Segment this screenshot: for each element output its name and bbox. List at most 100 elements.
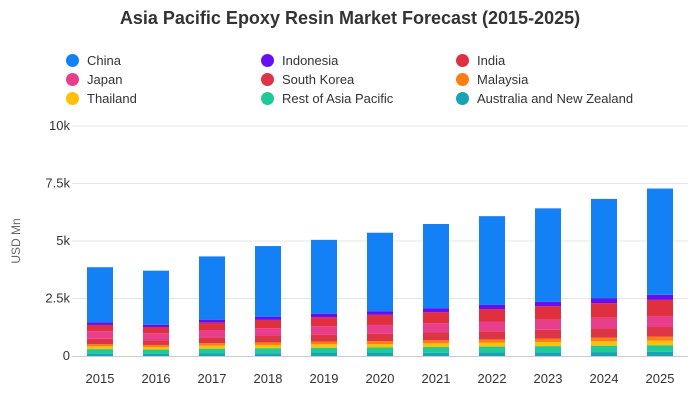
bar-segment-japan[interactable] [647,315,673,328]
bar-segment-china[interactable] [143,270,169,325]
bar-segment-thailand[interactable] [479,342,505,347]
legend-item-rest-of-asia-pacific[interactable]: Rest of Asia Pacific [261,89,456,108]
bar-segment-india[interactable] [87,324,113,332]
bar-segment-thailand[interactable] [87,346,113,350]
bar-segment-south-korea[interactable] [255,335,281,343]
bar-segment-indonesia[interactable] [311,313,337,318]
bar-segment-south-korea[interactable] [535,329,561,339]
bar-stack-2023[interactable] [535,208,561,356]
bar-stack-2019[interactable] [311,239,337,356]
bar-segment-india[interactable] [255,319,281,329]
bar-stack-2025[interactable] [647,188,673,356]
bar-stack-2016[interactable] [143,270,169,356]
legend-item-indonesia[interactable]: Indonesia [261,51,456,70]
bar-segment-rest-of-asia-pacific[interactable] [591,345,617,353]
bar-segment-india[interactable] [535,306,561,320]
bar-segment-thailand[interactable] [423,343,449,348]
bar-segment-australia-and-new-zealand[interactable] [479,352,505,356]
bar-stack-2024[interactable] [591,198,617,356]
bar-segment-rest-of-asia-pacific[interactable] [311,347,337,354]
bar-segment-thailand[interactable] [647,340,673,346]
bar-segment-india[interactable] [311,317,337,327]
bar-segment-japan[interactable] [87,331,113,339]
bar-segment-india[interactable] [199,322,225,331]
bar-segment-south-korea[interactable] [423,332,449,341]
legend-item-south-korea[interactable]: South Korea [261,70,456,89]
bar-segment-indonesia[interactable] [199,319,225,323]
bar-segment-japan[interactable] [199,330,225,338]
bar-segment-australia-and-new-zealand[interactable] [255,353,281,356]
bar-segment-south-korea[interactable] [87,338,113,345]
bar-segment-thailand[interactable] [199,345,225,349]
bar-segment-indonesia[interactable] [647,294,673,300]
bar-segment-australia-and-new-zealand[interactable] [367,353,393,356]
bar-segment-indonesia[interactable] [535,301,561,307]
bar-segment-south-korea[interactable] [647,327,673,337]
bar-stack-2022[interactable] [479,216,505,356]
bar-segment-rest-of-asia-pacific[interactable] [199,348,225,354]
bar-segment-china[interactable] [255,246,281,317]
bar-segment-thailand[interactable] [591,341,617,346]
bar-segment-australia-and-new-zealand[interactable] [535,352,561,356]
bar-segment-malaysia[interactable] [199,343,225,346]
bar-stack-2015[interactable] [87,267,113,356]
bar-segment-south-korea[interactable] [199,337,225,344]
bar-segment-malaysia[interactable] [591,337,617,342]
bar-segment-china[interactable] [367,232,393,312]
bar-segment-rest-of-asia-pacific[interactable] [367,347,393,354]
bar-segment-indonesia[interactable] [479,304,505,310]
bar-segment-japan[interactable] [535,319,561,330]
bar-stack-2020[interactable] [367,232,393,356]
bar-segment-china[interactable] [311,239,337,314]
bar-segment-south-korea[interactable] [143,340,169,345]
bar-segment-rest-of-asia-pacific[interactable] [143,349,169,354]
bar-segment-japan[interactable] [591,317,617,329]
bar-segment-indonesia[interactable] [255,316,281,320]
bar-segment-south-korea[interactable] [367,333,393,342]
bar-segment-malaysia[interactable] [367,341,393,345]
bar-segment-malaysia[interactable] [535,338,561,342]
bar-segment-australia-and-new-zealand[interactable] [423,352,449,356]
bar-segment-india[interactable] [423,312,449,324]
bar-segment-south-korea[interactable] [591,328,617,338]
bar-segment-malaysia[interactable] [255,342,281,345]
bar-segment-malaysia[interactable] [423,340,449,344]
bar-segment-rest-of-asia-pacific[interactable] [87,349,113,354]
legend-item-india[interactable]: India [456,51,676,70]
bar-segment-thailand[interactable] [535,341,561,347]
legend-item-thailand[interactable]: Thailand [66,89,261,108]
legend-item-malaysia[interactable]: Malaysia [456,70,676,89]
bar-segment-thailand[interactable] [255,344,281,349]
bar-segment-japan[interactable] [423,323,449,333]
bar-segment-rest-of-asia-pacific[interactable] [255,348,281,354]
legend-item-japan[interactable]: Japan [66,70,261,89]
bar-segment-indonesia[interactable] [423,308,449,313]
bar-segment-south-korea[interactable] [311,334,337,342]
bar-segment-india[interactable] [367,314,393,325]
bar-stack-2017[interactable] [199,256,225,356]
bar-segment-rest-of-asia-pacific[interactable] [535,346,561,353]
bar-segment-china[interactable] [535,208,561,302]
bar-segment-australia-and-new-zealand[interactable] [591,352,617,356]
legend-item-china[interactable]: China [66,51,261,70]
bar-segment-malaysia[interactable] [479,339,505,343]
bar-segment-china[interactable] [423,223,449,309]
bar-segment-india[interactable] [143,327,169,334]
bar-stack-2021[interactable] [423,223,449,356]
bar-segment-japan[interactable] [255,328,281,336]
bar-segment-japan[interactable] [367,324,393,334]
bar-segment-china[interactable] [591,198,617,299]
bar-segment-south-korea[interactable] [479,331,505,340]
bar-segment-india[interactable] [647,299,673,316]
bar-segment-rest-of-asia-pacific[interactable] [479,346,505,353]
bar-segment-thailand[interactable] [367,344,393,348]
bar-segment-china[interactable] [199,256,225,320]
bar-segment-thailand[interactable] [311,344,337,348]
bar-segment-australia-and-new-zealand[interactable] [647,351,673,356]
bar-segment-rest-of-asia-pacific[interactable] [423,347,449,353]
bar-segment-india[interactable] [591,303,617,318]
bar-segment-thailand[interactable] [143,347,169,350]
bar-segment-malaysia[interactable] [647,336,673,341]
legend-item-australia-and-new-zealand[interactable]: Australia and New Zealand [456,89,676,108]
bar-segment-malaysia[interactable] [311,341,337,345]
